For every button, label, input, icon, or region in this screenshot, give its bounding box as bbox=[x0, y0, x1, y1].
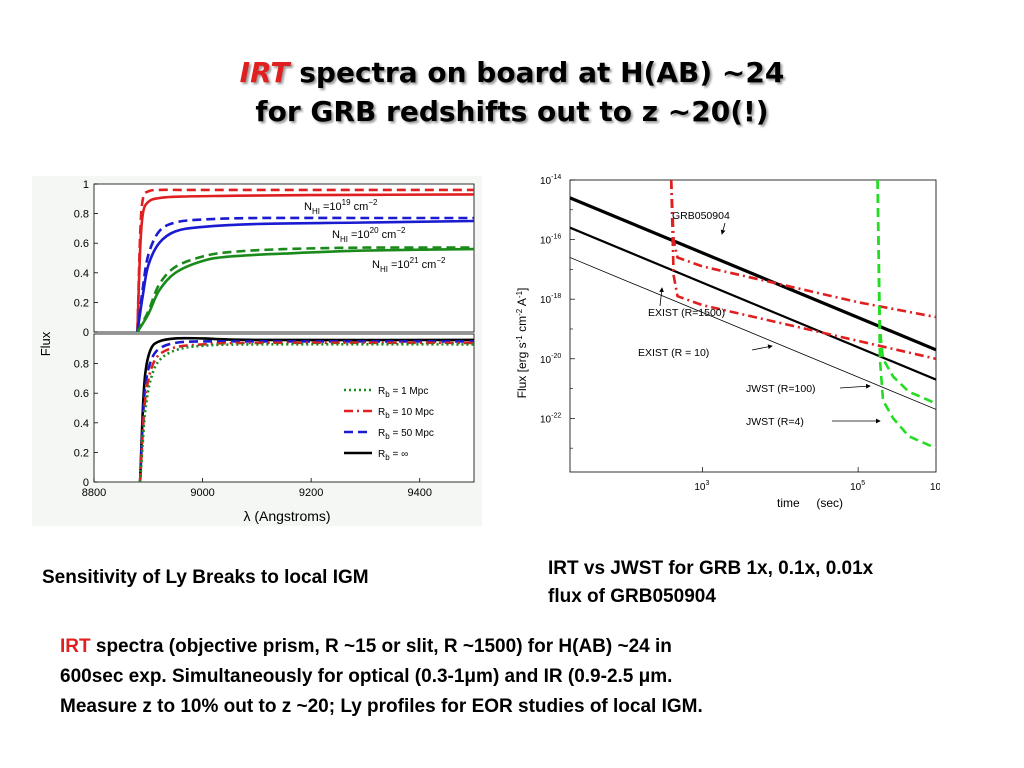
y-tick-label: 0 bbox=[83, 327, 89, 339]
x-tick-label: 8800 bbox=[82, 487, 106, 499]
top-panel: 0 0.2 0.4 0.6 0.8 1 NHI =1019 cm−2 NHI =1020 cm… bbox=[74, 179, 475, 339]
paragraph-line1: IRT spectra (objective prism, R ~15 or s… bbox=[60, 632, 960, 662]
series-line-red-dashdot bbox=[138, 341, 475, 483]
series-line-blue-dashed bbox=[138, 340, 474, 483]
title-accent: IRT bbox=[239, 56, 290, 89]
curve-label: EXIST (R = 10) bbox=[638, 347, 709, 359]
paragraph-accent: IRT bbox=[60, 636, 91, 657]
annotation-arrow bbox=[839, 383, 871, 389]
curve-label: JWST (R=4) bbox=[746, 416, 804, 428]
left-caption: Sensitivity of Ly Breaks to local IGM bbox=[42, 567, 369, 588]
plot-frame bbox=[93, 183, 475, 333]
right-x-axis-label: time (sec) bbox=[777, 496, 843, 510]
column-density-label: NHI =1020 cm−2 bbox=[332, 226, 406, 244]
right-y-axis-label: Flux [erg s-1 cm-2 A-1] bbox=[515, 288, 529, 399]
left-y-axis-label: Flux bbox=[38, 331, 53, 356]
y-tick-label: 0.8 bbox=[74, 359, 89, 371]
x-tick-label: 9000 bbox=[190, 487, 214, 499]
right-figure: 10-14 10-16 10-18 10-20 10-22 103 105 10 GRB0509… bbox=[515, 174, 940, 510]
series-line-lime-dashed bbox=[876, 180, 936, 405]
description-paragraph: IRT spectra (objective prism, R ~15 or s… bbox=[60, 632, 960, 722]
paragraph-line3: Measure z to 10% out to z ~20; Ly profil… bbox=[60, 696, 703, 717]
curve-label: GRB050904 bbox=[672, 210, 730, 222]
y-tick-label: 0.2 bbox=[74, 297, 89, 309]
bottom-panel: 0 0.2 0.4 0.6 0.8 8800 9000 9200 9400 Rb = 1 Mpc R… bbox=[74, 333, 475, 499]
left-figure: 0 0.2 0.4 0.6 0.8 1 NHI =1019 cm−2 NHI =1020 cm… bbox=[32, 176, 482, 526]
x-tick-label: 105 bbox=[850, 480, 865, 493]
y-tick-label: 10-20 bbox=[540, 353, 561, 366]
paragraph-line1-text: spectra (objective prism, R ~15 or slit,… bbox=[90, 636, 672, 657]
y-tick-label: 10-18 bbox=[540, 293, 561, 306]
paragraph-line2: 600sec exp. Simultaneously for optical (… bbox=[60, 666, 673, 687]
series-line-blue-dashed bbox=[136, 216, 474, 333]
series-line-black-solid bbox=[570, 196, 936, 352]
series-line-red-solid bbox=[136, 193, 475, 333]
column-density-label: NHI =1019 cm−2 bbox=[304, 198, 378, 216]
y-tick-label: 10-16 bbox=[540, 234, 561, 247]
series-line-green-solid bbox=[136, 247, 475, 333]
y-tick-label: 0.4 bbox=[74, 268, 89, 280]
series-line-red-dashdot bbox=[669, 180, 936, 361]
series-line-black-solid bbox=[570, 226, 936, 381]
legend-label: Rb = 50 Mpc bbox=[378, 428, 434, 441]
y-tick-label: 1 bbox=[83, 179, 89, 191]
right-caption-line1: IRT vs JWST for GRB 1x, 0.1x, 0.01x bbox=[548, 558, 874, 579]
y-tick-label: 0.2 bbox=[74, 447, 89, 459]
slide-title-line1: IRT spectra on board at H(AB) ~24 bbox=[0, 55, 1024, 91]
annotation-arrow bbox=[720, 222, 726, 235]
y-tick-label: 0.6 bbox=[74, 388, 89, 400]
x-tick-label: 10 bbox=[930, 482, 940, 493]
series-line-green-dashed bbox=[136, 246, 475, 333]
y-tick-label: 0.4 bbox=[74, 418, 89, 430]
y-tick-label: 0.8 bbox=[74, 209, 89, 221]
x-tick-label: 9400 bbox=[407, 487, 431, 499]
series-line-green-dotted bbox=[138, 342, 475, 483]
column-density-label: NHI =1021 cm−2 bbox=[372, 256, 446, 274]
legend-label: Rb = 1 Mpc bbox=[378, 386, 428, 399]
x-tick-label: 103 bbox=[694, 480, 709, 493]
annotation-arrow bbox=[751, 344, 773, 351]
curve-label: EXIST (R=1500) bbox=[648, 307, 725, 319]
series-line-black-solid bbox=[570, 257, 936, 410]
series-line-lime-dashed bbox=[876, 180, 936, 450]
y-tick-label: 0 bbox=[83, 477, 89, 489]
title-line1-text: spectra on board at H(AB) ~24 bbox=[289, 56, 785, 89]
legend-label: Rb = 10 Mpc bbox=[378, 407, 434, 420]
y-tick-label: 0.6 bbox=[74, 238, 89, 250]
plot-frame bbox=[93, 333, 475, 483]
y-tick-label: 10-14 bbox=[540, 174, 561, 187]
right-panel: 10-14 10-16 10-18 10-20 10-22 103 105 10 GRB0509… bbox=[540, 174, 940, 493]
right-caption-line2: flux of GRB050904 bbox=[548, 586, 716, 607]
slide-title-line2: for GRB redshifts out to z ~20(!) bbox=[255, 95, 769, 128]
x-tick-label: 9200 bbox=[299, 487, 323, 499]
left-x-axis-label: λ (Angstroms) bbox=[243, 508, 330, 524]
series-group bbox=[570, 180, 936, 450]
y-tick-label: 10-22 bbox=[540, 412, 561, 425]
series-line-red-dashed bbox=[136, 188, 474, 333]
legend-label: Rb = ∞ bbox=[378, 449, 408, 462]
annotation-arrow bbox=[659, 287, 664, 307]
curve-label: JWST (R=100) bbox=[746, 383, 816, 395]
